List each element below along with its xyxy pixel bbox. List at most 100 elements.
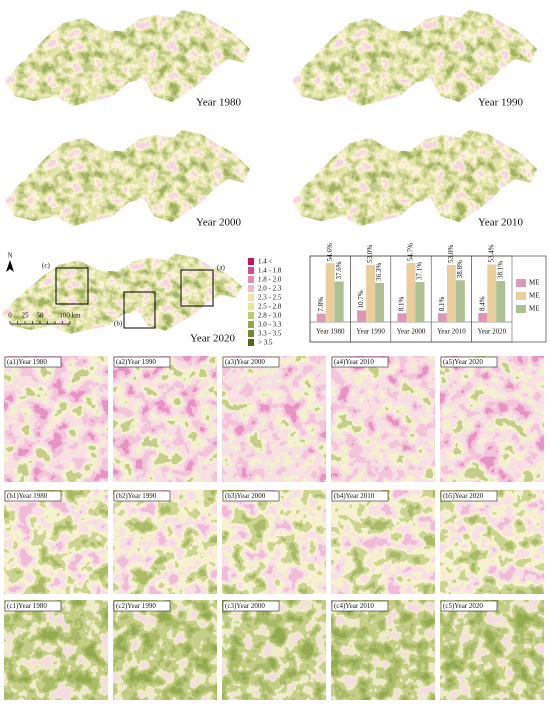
legend-label: 2.0 - 2.3 <box>258 284 282 292</box>
year-label: Year 2010 <box>478 217 524 229</box>
legend-swatch <box>248 339 254 346</box>
detail-map <box>113 600 217 700</box>
detail-map <box>113 356 217 482</box>
legend-swatch <box>248 321 254 328</box>
panel-label: (b2)Year 1990 <box>116 492 157 500</box>
legend-swatch <box>248 312 254 319</box>
panel-label: (c2)Year 1990 <box>116 602 156 610</box>
legend-label: 1.4 < <box>258 257 273 265</box>
value-label: 36.3% <box>375 263 383 281</box>
bar <box>415 282 425 322</box>
panel-label: (c4)Year 2010 <box>334 602 374 610</box>
bar-chart: Year 1980 7.8% 54.6%37.6% Year 1990 10.7% 53.… <box>309 243 547 343</box>
panel-label: (a1)Year 1980 <box>7 358 47 366</box>
legend-swatch <box>248 285 254 292</box>
x-tick-label: Year 2000 <box>397 328 426 336</box>
detail-map <box>440 356 544 482</box>
bar <box>478 312 488 322</box>
scale-label: 25 <box>22 312 30 320</box>
value-label: 38.8% <box>456 260 464 278</box>
legend-swatch <box>248 294 254 301</box>
detail-map <box>440 490 544 594</box>
panel-label: (c3)Year 2000 <box>225 602 265 610</box>
value-label: 53.4% <box>487 244 495 262</box>
panel-label: (b4)Year 2010 <box>334 492 375 500</box>
panel-label-box <box>222 490 280 502</box>
bar <box>437 313 447 322</box>
scale-label: 0 <box>8 312 12 320</box>
map-2010 <box>292 128 537 226</box>
panel-label-box <box>440 490 498 502</box>
value-label: 38.1% <box>496 261 504 279</box>
panel-label-box <box>113 356 171 368</box>
value-label: 8.4% <box>478 296 486 311</box>
inset-box <box>55 267 89 305</box>
panel-label: (b3)Year 2000 <box>225 492 266 500</box>
value-label: 54.6% <box>326 243 334 261</box>
panel-label: (a5)Year 2020 <box>443 358 483 366</box>
x-tick-label: Year 1990 <box>356 328 385 336</box>
bar <box>496 280 506 322</box>
inset-box <box>123 291 156 329</box>
bar <box>375 282 385 322</box>
legend-swatch <box>516 279 526 287</box>
detail-map <box>4 600 108 700</box>
bar <box>397 313 407 322</box>
inset-boxes <box>55 267 214 329</box>
legend-label: 3.3 - 3.5 <box>258 329 282 337</box>
value-label: 53.0% <box>366 245 374 263</box>
panel-label: (a2)Year 1990 <box>116 358 156 366</box>
x-tick-label: Year 2010 <box>437 328 466 336</box>
bar <box>366 264 376 322</box>
legend-label: 3.0 - 3.3 <box>258 320 282 328</box>
year-label: Year 1980 <box>196 97 242 109</box>
bar <box>487 264 497 322</box>
inset-label: (a) <box>217 264 225 272</box>
bar <box>446 264 456 322</box>
map-1990 <box>292 8 537 106</box>
value-label: 54.7% <box>407 243 415 261</box>
value-label: 10.7% <box>357 290 365 308</box>
x-tick-label: Year 2020 <box>477 328 506 336</box>
detail-map <box>331 600 435 700</box>
bar <box>334 281 344 322</box>
detail-map <box>331 356 435 482</box>
scale-bar <box>9 321 71 325</box>
panel-label-box <box>331 356 389 368</box>
legend-swatch <box>248 303 254 310</box>
detail-map <box>222 490 326 594</box>
legend-label: 1.8 - 2.0 <box>258 275 282 283</box>
value-label: 8.1% <box>438 297 446 312</box>
scale-label: 50 <box>37 312 45 320</box>
panel-label-box <box>222 600 280 612</box>
legend-label: ME <box>529 305 540 313</box>
legend-label: ME <box>529 279 540 287</box>
panel-label-box <box>4 356 62 368</box>
panel-label: (a4)Year 2010 <box>334 358 374 366</box>
value-label: 53.0% <box>447 245 455 263</box>
detail-map <box>222 600 326 700</box>
panel-label-box <box>113 600 171 612</box>
legend-label: 2.8 - 3.0 <box>258 311 282 319</box>
chart-frame <box>309 255 547 343</box>
legend-swatch <box>248 330 254 337</box>
panel-label-box <box>440 600 498 612</box>
legend-swatch <box>516 292 526 300</box>
panel-label-box <box>331 490 389 502</box>
panel-label-box <box>4 490 62 502</box>
year-label: Year 2000 <box>196 217 242 229</box>
panel-label-box <box>222 356 280 368</box>
panel-label-box <box>440 356 498 368</box>
value-label: 37.6% <box>335 261 343 279</box>
detail-map <box>222 356 326 482</box>
panel-label: (a3)Year 2000 <box>225 358 265 366</box>
detail-map <box>4 490 108 594</box>
inset-box <box>180 269 214 307</box>
map-1980 <box>5 8 250 106</box>
category-cell <box>471 255 513 343</box>
year-label: Year 2020 <box>190 333 236 345</box>
bar <box>316 313 326 322</box>
detail-map <box>4 356 108 482</box>
legend-swatch <box>248 276 254 283</box>
